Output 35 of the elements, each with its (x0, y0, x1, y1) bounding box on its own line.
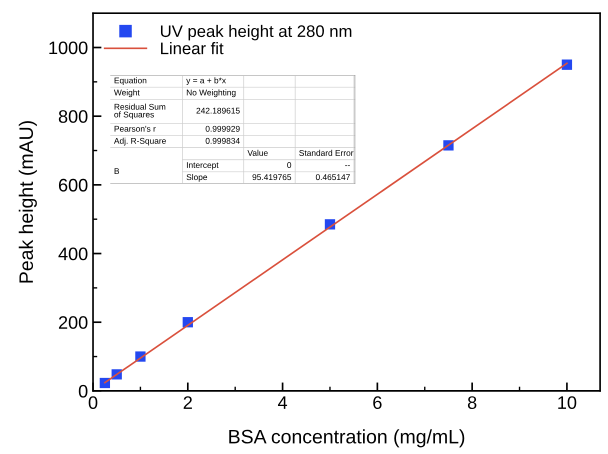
annotation: 0.999929 (206, 126, 240, 132)
annotation: Equation (114, 77, 146, 86)
annotation: 0.999834 (206, 138, 240, 144)
x-axis-title: BSA concentration (mg/mL) (229, 429, 464, 448)
annotation: 242.189615 (196, 108, 240, 114)
annotation: B (114, 168, 120, 174)
x-tick-label: 4 (278, 396, 288, 409)
legend-label: UV peak height at 280 nm (160, 24, 352, 40)
annotation: y = a + b*x (186, 77, 226, 86)
annotation: Adj. R-Square (114, 138, 166, 146)
y-tick-label: 600 (58, 178, 88, 192)
legend-label: Linear fit (161, 42, 224, 54)
annotation: Slope (186, 174, 208, 182)
annotation: Weight (114, 89, 140, 98)
y-tick-label: 800 (58, 110, 88, 123)
y-axis-title: Peak height (mAU) (18, 121, 37, 283)
annotation: Intercept (186, 162, 219, 170)
x-tick-label: 6 (373, 396, 382, 410)
annotation: 0.465147 (316, 174, 350, 180)
y-tick-label: 400 (58, 247, 88, 260)
x-tick-label: 0 (88, 396, 98, 410)
annotation: Value (247, 150, 268, 156)
annotation: Standard Error (299, 150, 354, 156)
annotation: Pearson's r (114, 126, 156, 132)
annotation: -- (345, 165, 350, 166)
annotation: Residual Sum of Squares (114, 104, 166, 120)
x-tick-label: 10 (558, 396, 576, 410)
annotation: No Weighting (186, 89, 236, 98)
annotation: 95.419765 (252, 174, 292, 180)
x-tick-label: 8 (468, 396, 476, 410)
x-tick-label: 2 (184, 396, 192, 409)
y-tick-label: 1000 (49, 41, 88, 54)
y-tick-label: 200 (58, 316, 88, 329)
annotation: 0 (287, 162, 292, 168)
y-tick-label: 0 (78, 384, 88, 398)
